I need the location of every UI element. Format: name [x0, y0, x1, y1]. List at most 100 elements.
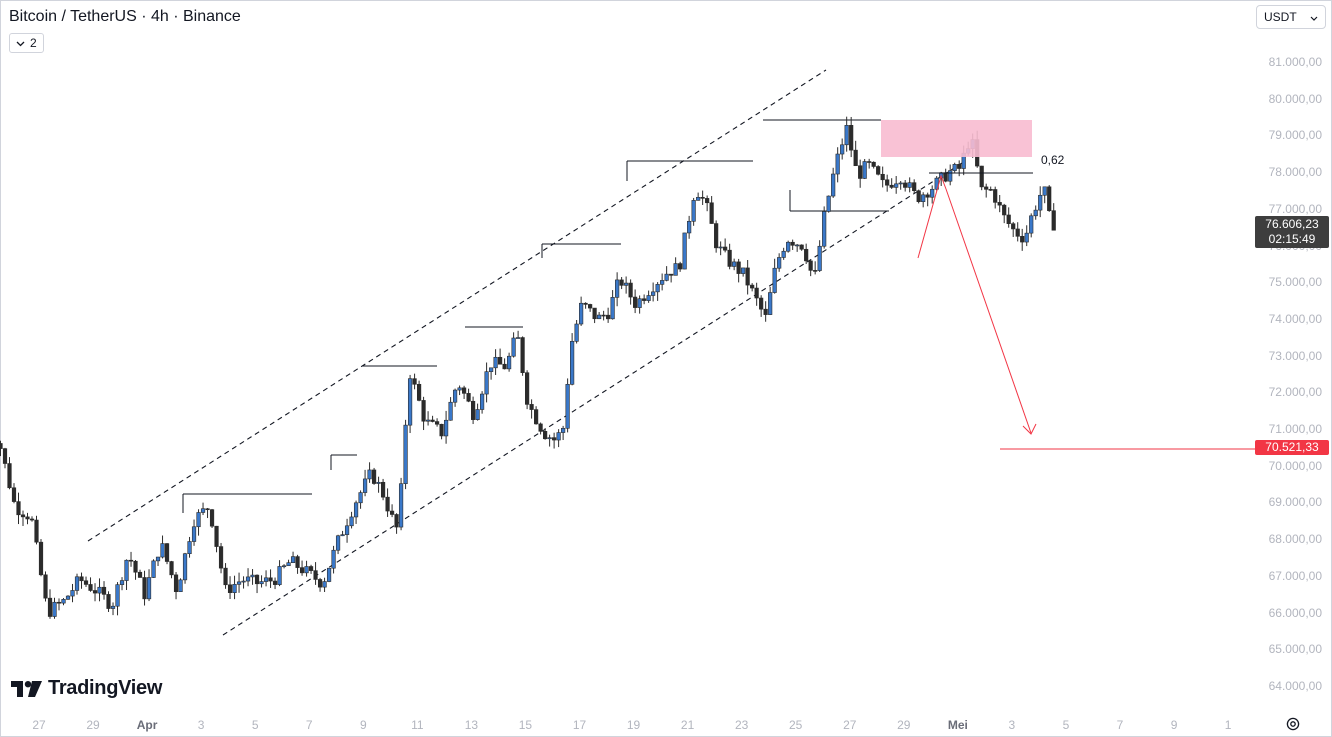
candle-down: [128, 551, 134, 567]
time-axis-label: 9: [359, 718, 367, 732]
candle-up: [516, 330, 521, 339]
candle-up: [795, 243, 800, 252]
price-axis-label: 64.000,00: [1268, 678, 1322, 693]
candle-series: [0, 116, 1056, 619]
candle-down: [317, 577, 323, 592]
candle-down: [313, 562, 318, 585]
candle-up: [907, 177, 912, 193]
candle-up: [547, 434, 552, 447]
supply-zone-box: [881, 120, 1032, 157]
candle-down: [763, 301, 768, 322]
currency-select[interactable]: USDT: [1256, 5, 1326, 29]
candle-down: [867, 158, 872, 169]
candle-up: [259, 575, 264, 588]
candle-down: [790, 239, 795, 250]
candle-down: [173, 572, 179, 600]
logo-text: TradingView: [48, 677, 163, 699]
layers-count: 2: [30, 36, 37, 50]
candle-down: [709, 196, 714, 224]
candle-down: [92, 583, 98, 602]
channel-lower-line: [222, 162, 963, 636]
candle-down: [7, 457, 12, 490]
candle-down: [2, 447, 8, 469]
candle-up: [556, 429, 561, 448]
candle-down: [592, 307, 597, 324]
candle-down: [101, 581, 107, 600]
candle-down: [583, 302, 588, 309]
candle-up: [245, 568, 251, 587]
candle-down: [439, 423, 444, 440]
candle-down: [727, 243, 732, 270]
candle-down: [705, 195, 710, 212]
projection-overlays: [881, 120, 1256, 450]
candle-up: [290, 551, 296, 564]
trend-drawings: [87, 69, 963, 636]
candle-up: [331, 545, 336, 574]
settings-gear-icon[interactable]: [1285, 716, 1301, 732]
chevron-down-icon: [1310, 10, 1318, 24]
tradingview-logo[interactable]: TradingView: [11, 677, 162, 700]
candle-down: [412, 373, 417, 390]
candle-up: [781, 247, 786, 260]
candle-down: [534, 406, 539, 425]
indicator-layers-toggle[interactable]: 2: [9, 33, 44, 53]
candle-up: [115, 582, 120, 616]
candle-up: [340, 530, 345, 537]
candle-up: [574, 320, 579, 344]
candle-up: [898, 181, 903, 190]
candle-up: [200, 502, 206, 516]
candle-up: [817, 240, 822, 272]
candle-down: [434, 418, 440, 427]
candle-up: [376, 476, 381, 493]
candle-up: [52, 597, 57, 619]
candle-down: [416, 380, 422, 402]
price-axis-label: 80.000,00: [1268, 91, 1322, 106]
candle-down: [903, 179, 908, 192]
candle-up: [579, 296, 584, 326]
symbol-title[interactable]: Bitcoin / TetherUS · 4h · Binance: [9, 8, 241, 25]
candle-up: [358, 490, 363, 509]
candle-down: [538, 422, 543, 435]
time-axis-label: 5: [1062, 718, 1070, 732]
candle-up: [1029, 213, 1034, 238]
candle-down: [633, 289, 638, 314]
price-axis-label: 72.000,00: [1268, 385, 1322, 400]
candle-up: [772, 258, 777, 294]
candle-down: [11, 483, 17, 504]
candle-up: [110, 602, 116, 616]
candle-down: [502, 358, 507, 370]
candle-up: [74, 573, 80, 595]
candle-up: [1033, 205, 1038, 220]
time-axis-label: 27: [32, 718, 46, 732]
price-axis-label: 66.000,00: [1268, 605, 1322, 620]
candle-down: [79, 572, 84, 589]
candle-down: [16, 492, 21, 525]
time-axis-label: 7: [305, 718, 313, 732]
candle-down: [385, 488, 390, 517]
candle-up: [615, 272, 620, 307]
time-axis-label: 29: [897, 718, 911, 732]
candle-up: [65, 595, 71, 600]
time-axis-label: 27: [843, 718, 857, 732]
candle-down: [669, 273, 674, 283]
candle-up: [718, 241, 723, 256]
time-axis-label: 23: [734, 718, 749, 732]
candle-up: [232, 575, 237, 600]
candle-down: [205, 507, 210, 519]
candle-up: [146, 569, 152, 602]
candle-down: [642, 294, 647, 305]
candle-up: [61, 598, 66, 606]
price-axis-label: 75.000,00: [1268, 275, 1322, 290]
candle-up: [822, 206, 827, 249]
candle-down: [498, 348, 503, 365]
candle-down: [106, 591, 111, 612]
candle-down: [1011, 221, 1016, 237]
candle-down: [759, 295, 764, 317]
candle-up: [660, 273, 665, 291]
candle-up: [281, 564, 287, 569]
candle-up: [407, 374, 413, 434]
candle-up: [97, 578, 102, 602]
candle-down: [993, 186, 998, 209]
time-axis-label: 9: [1170, 718, 1178, 732]
